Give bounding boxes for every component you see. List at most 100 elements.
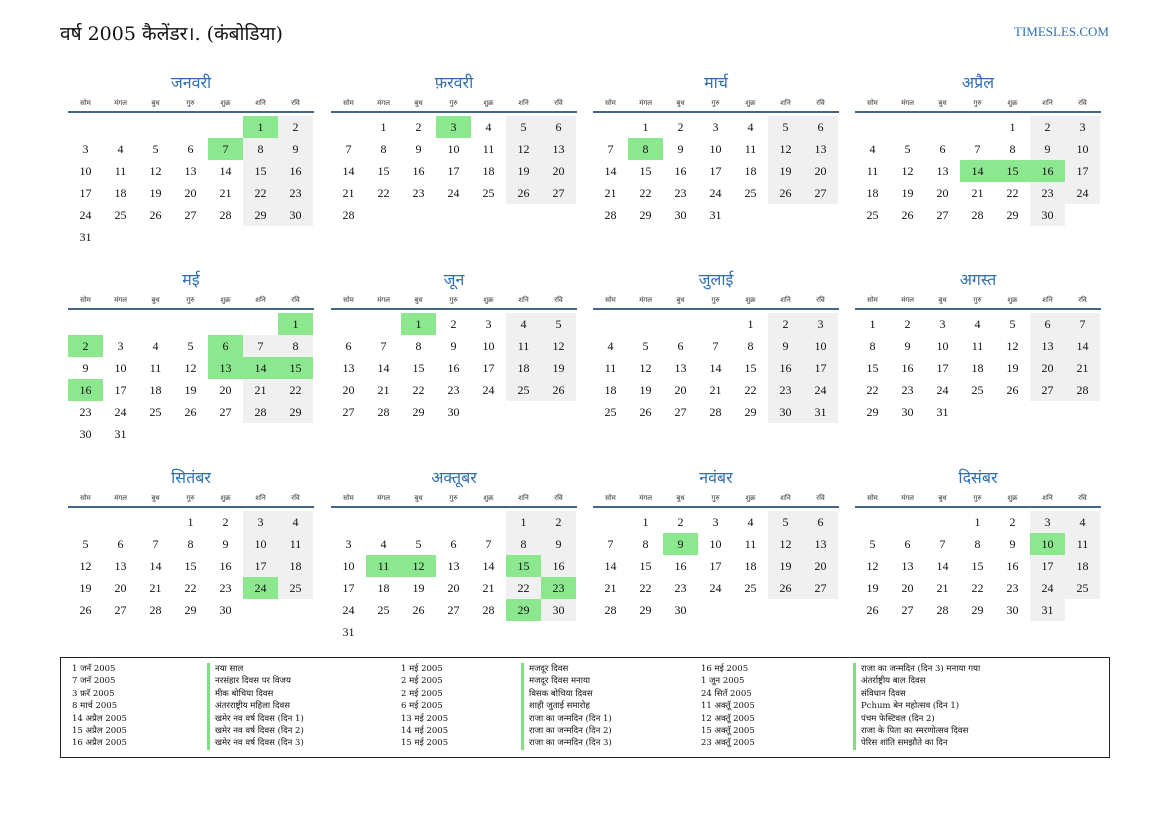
day-cell: 20	[803, 555, 838, 577]
holiday-name: शाही जुताई समारोह	[521, 700, 612, 713]
day-cell: 10	[1065, 138, 1100, 160]
day-cell: 22	[866, 383, 879, 397]
day-cell: 28	[936, 603, 949, 617]
day-cell: 27	[803, 182, 838, 204]
day-cell: 7	[380, 339, 387, 353]
day-cell: 20	[184, 186, 197, 200]
brand-link[interactable]: TIMESLES.COM	[1014, 24, 1109, 39]
day-cell: 20	[936, 186, 949, 200]
day-cell: 13	[803, 533, 838, 555]
weekday-label: सोम	[867, 494, 878, 502]
day-grid: 1 2 3 4 5 6 7 8 9 10 11 12 13 14 15 16 17 18 19 20 21 22 23 24 2…	[68, 508, 314, 621]
day-cell: 26	[1006, 383, 1019, 397]
holiday-day-cell: 3	[436, 116, 471, 138]
weekday-label: बुध	[151, 99, 160, 107]
weekday-label: गुरु	[973, 494, 982, 502]
day-cell: 23	[278, 182, 313, 204]
day-cell: 15	[377, 164, 390, 178]
holiday-name: नरसंहार दिवस पर विजय	[207, 675, 304, 688]
weekday-label: शुक्र	[1007, 99, 1018, 107]
month-calendar: मई सोम मंगल बुध गुरु शुक्र शनि रवि 1 2 3 4 5 6 7 8 9 10 11…	[68, 268, 314, 445]
day-cell: 27	[541, 182, 576, 204]
day-cell: 20	[674, 383, 687, 397]
day-cell: 21	[1065, 357, 1100, 379]
month-name: मार्च	[704, 73, 728, 92]
page-title: वर्ष 2005 कैलेंडर।. (कंबोडिया)	[60, 23, 283, 45]
holiday-name: पेरिस शांति समझौते का दिन	[853, 737, 980, 750]
day-cell: 31	[803, 401, 838, 423]
day-cell: 8	[415, 339, 422, 353]
holiday-date: 8 मार्च 2005	[72, 701, 118, 712]
weekday-label: बुध	[151, 494, 160, 502]
day-cell: 13	[803, 138, 838, 160]
day-cell: 23	[219, 581, 232, 595]
day-cell: 22	[184, 581, 197, 595]
day-cell: 30	[541, 599, 576, 621]
day-cell: 22	[639, 581, 652, 595]
day-cell: 2	[904, 317, 911, 331]
empty-day-cell	[138, 116, 173, 138]
weekday-label: रवि	[291, 99, 300, 107]
month-calendar: अगस्त सोम मंगल बुध गुरु शुक्र शनि रवि 1 2 3 4 5 6 7 8 9 1…	[855, 268, 1101, 423]
day-cell: 5	[1009, 317, 1016, 331]
day-grid: 1 2 3 4 5 6 7 8 9 10 11 12 13 14 15 16 17 18 19 20 21 22 23 24 2…	[68, 113, 314, 248]
empty-day-cell	[628, 313, 663, 335]
day-cell: 25	[114, 208, 127, 222]
day-cell: 1	[380, 120, 387, 134]
weekday-label: शनि	[1042, 494, 1053, 502]
holiday-date: 2 मई 2005	[401, 688, 443, 699]
day-cell: 6	[939, 142, 946, 156]
day-cell: 17	[447, 164, 460, 178]
day-cell: 15	[412, 361, 425, 375]
empty-day-cell	[68, 116, 103, 138]
weekday-label: बुध	[938, 494, 947, 502]
holiday-day-cell: 14	[243, 357, 278, 379]
day-cell: 23	[447, 383, 460, 397]
day-cell: 15	[639, 164, 652, 178]
day-cell: 23	[674, 186, 687, 200]
day-cell: 16	[412, 164, 425, 178]
day-cell: 12	[639, 361, 652, 375]
day-cell: 29	[639, 603, 652, 617]
day-cell: 27	[936, 208, 949, 222]
day-cell: 14	[604, 164, 617, 178]
weekday-label: शनि	[518, 494, 529, 502]
holiday-date: 3 फ़रॅ 2005	[72, 688, 115, 699]
month-name: अप्रैल	[961, 73, 995, 92]
day-cell: 20	[803, 160, 838, 182]
weekday-label: गुरु	[449, 99, 458, 107]
day-cell: 7	[712, 339, 719, 353]
day-cell: 26	[541, 379, 576, 401]
day-cell: 1	[187, 515, 194, 529]
day-cell: 9	[768, 335, 803, 357]
month-name: जून	[443, 270, 465, 289]
day-cell: 9	[222, 537, 229, 551]
day-cell: 19	[639, 383, 652, 397]
holiday-date: 12 अक्तूॅ 2005	[701, 713, 755, 724]
weekday-label: मंगल	[639, 494, 652, 502]
day-cell: 18	[114, 186, 127, 200]
weekday-label: शुक्र	[745, 494, 756, 502]
day-cell: 23	[901, 383, 914, 397]
day-cell: 24	[936, 383, 949, 397]
month-name: मई	[182, 270, 200, 289]
weekday-label: शनि	[518, 296, 529, 304]
day-cell: 25	[149, 405, 162, 419]
day-cell: 13	[114, 559, 127, 573]
holiday-day-cell: 14	[960, 160, 995, 182]
day-cell: 19	[506, 160, 541, 182]
day-cell: 24	[79, 208, 92, 222]
day-cell: 16	[278, 160, 313, 182]
day-cell: 24	[114, 405, 127, 419]
day-cell: 13	[1030, 335, 1065, 357]
weekday-label: मंगल	[377, 494, 390, 502]
month-calendar: जनवरी सोम मंगल बुध गुरु शुक्र शनि रवि 1 2 3 4 5 6 7 8 9 1…	[68, 71, 314, 248]
holiday-name: राजा का जन्मदिन (दिन 3)	[521, 737, 612, 750]
day-grid: 1 2 3 4 5 6 7 8 9 10 11 12 13 14 15 16 17 18 19 20 21 22 23 24 2…	[593, 508, 839, 621]
day-cell: 9	[1030, 138, 1065, 160]
day-cell: 8	[642, 537, 649, 551]
day-cell: 25	[482, 186, 495, 200]
day-cell: 28	[149, 603, 162, 617]
day-cell: 10	[709, 537, 722, 551]
day-grid: 1 2 3 4 5 6 7 8 9 10 11 12 13 14 15 16 17 18 19 20 21 22 23 24 2…	[593, 310, 839, 423]
